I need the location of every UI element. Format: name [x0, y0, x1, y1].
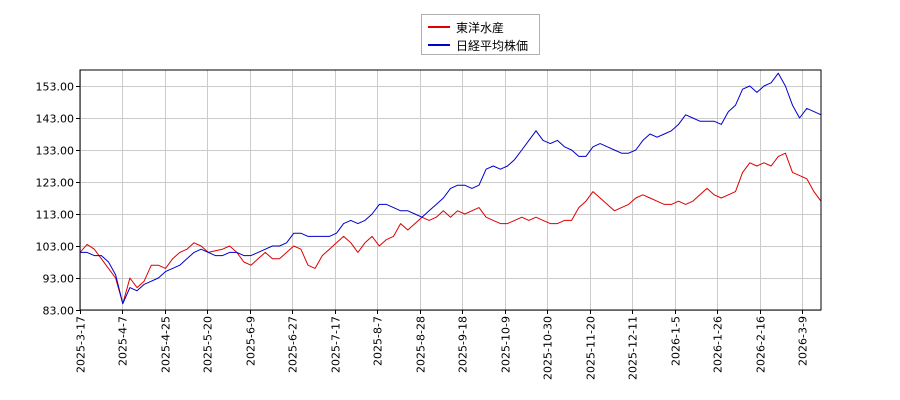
y-axis: 83.00 93.00 103.00 113.00 123.00 133.00 143.00… — [36, 81, 80, 318]
y-tick-label: 103.00 — [36, 241, 75, 254]
x-tick-label: 2025-3-17 — [75, 316, 88, 373]
legend-item-series-1: 東洋水産 — [428, 19, 504, 35]
series-lines — [79, 72, 822, 305]
x-tick-label: 2025-6-27 — [287, 316, 300, 373]
x-tick-label: 2025-4-25 — [160, 316, 173, 373]
x-tick-label: 2025-10-9 — [500, 316, 513, 373]
y-tick-label: 83.00 — [43, 305, 75, 318]
x-tick-label: 2026-1-5 — [670, 316, 683, 366]
series-line-1 — [79, 152, 822, 305]
x-tick-label: 2026-3-9 — [797, 316, 810, 366]
x-tick-label: 2025-10-30 — [542, 316, 555, 380]
x-axis: 2025-3-17 2025-4-7 2025-4-25 2025-5-20 2025-… — [75, 310, 810, 380]
x-tick-label: 2025-5-20 — [202, 316, 215, 373]
x-tick-label: 2025-9-18 — [457, 316, 470, 373]
x-tick-label: 2025-4-7 — [117, 316, 130, 366]
x-tick-label: 2025-11-20 — [585, 316, 598, 380]
y-tick-label: 113.00 — [36, 209, 75, 222]
y-tick-label: 123.00 — [36, 177, 75, 190]
legend: 東洋水産 日経平均株価 — [421, 14, 540, 55]
legend-item-series-2: 日経平均株価 — [428, 37, 528, 53]
legend-swatch-series-1 — [428, 26, 450, 28]
legend-swatch-series-2 — [428, 44, 450, 46]
x-tick-label: 2026-2-16 — [755, 316, 768, 373]
y-tick-label: 143.00 — [36, 113, 75, 126]
series-line-2 — [80, 72, 822, 305]
legend-label-series-2: 日経平均株価 — [456, 38, 529, 53]
x-tick-label: 2025-8-28 — [415, 316, 428, 373]
x-tick-label: 2025-12-11 — [627, 316, 640, 380]
plot-frame — [79, 69, 822, 311]
y-tick-label: 153.00 — [36, 81, 75, 94]
y-tick-label: 93.00 — [43, 273, 75, 286]
x-tick-label: 2025-6-9 — [245, 316, 258, 366]
legend-label-series-1: 東洋水産 — [456, 20, 505, 35]
x-tick-label: 2025-7-17 — [330, 316, 343, 373]
x-tick-label: 2025-8-7 — [372, 316, 385, 366]
y-tick-label: 133.00 — [36, 145, 75, 158]
x-tick-label: 2026-1-26 — [712, 316, 725, 373]
grid — [80, 70, 821, 311]
